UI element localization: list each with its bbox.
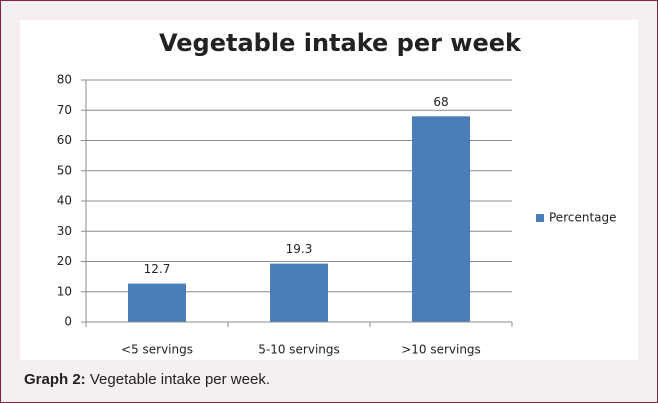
caption: Graph 2: Vegetable intake per week. [24,371,270,388]
y-tick-label: 30 [57,224,72,238]
y-tick-label: 10 [57,284,72,298]
caption-text: Vegetable intake per week. [89,371,270,388]
bar [412,116,470,322]
y-tick-label: 20 [57,254,72,268]
y-tick-label: 60 [57,133,72,147]
bar [270,263,328,322]
chart-title: Vegetable intake per week [159,29,522,57]
legend-label: Percentage [549,211,617,225]
data-label: 68 [433,95,448,109]
bar [128,283,186,322]
chart-area [20,20,638,360]
x-tick-label: 5-10 servings [258,343,340,357]
y-tick-label: 80 [57,73,72,87]
data-label: 19.3 [286,242,313,256]
y-tick-label: 40 [57,194,72,208]
y-tick-label: 0 [64,315,72,329]
y-tick-label: 50 [57,163,72,177]
data-label: 12.7 [144,262,171,276]
x-tick-label: >10 servings [401,343,481,357]
y-tick-label: 70 [57,103,72,117]
x-tick-label: <5 servings [121,343,193,357]
legend-swatch [536,214,544,222]
caption-label: Graph 2: [24,371,86,388]
